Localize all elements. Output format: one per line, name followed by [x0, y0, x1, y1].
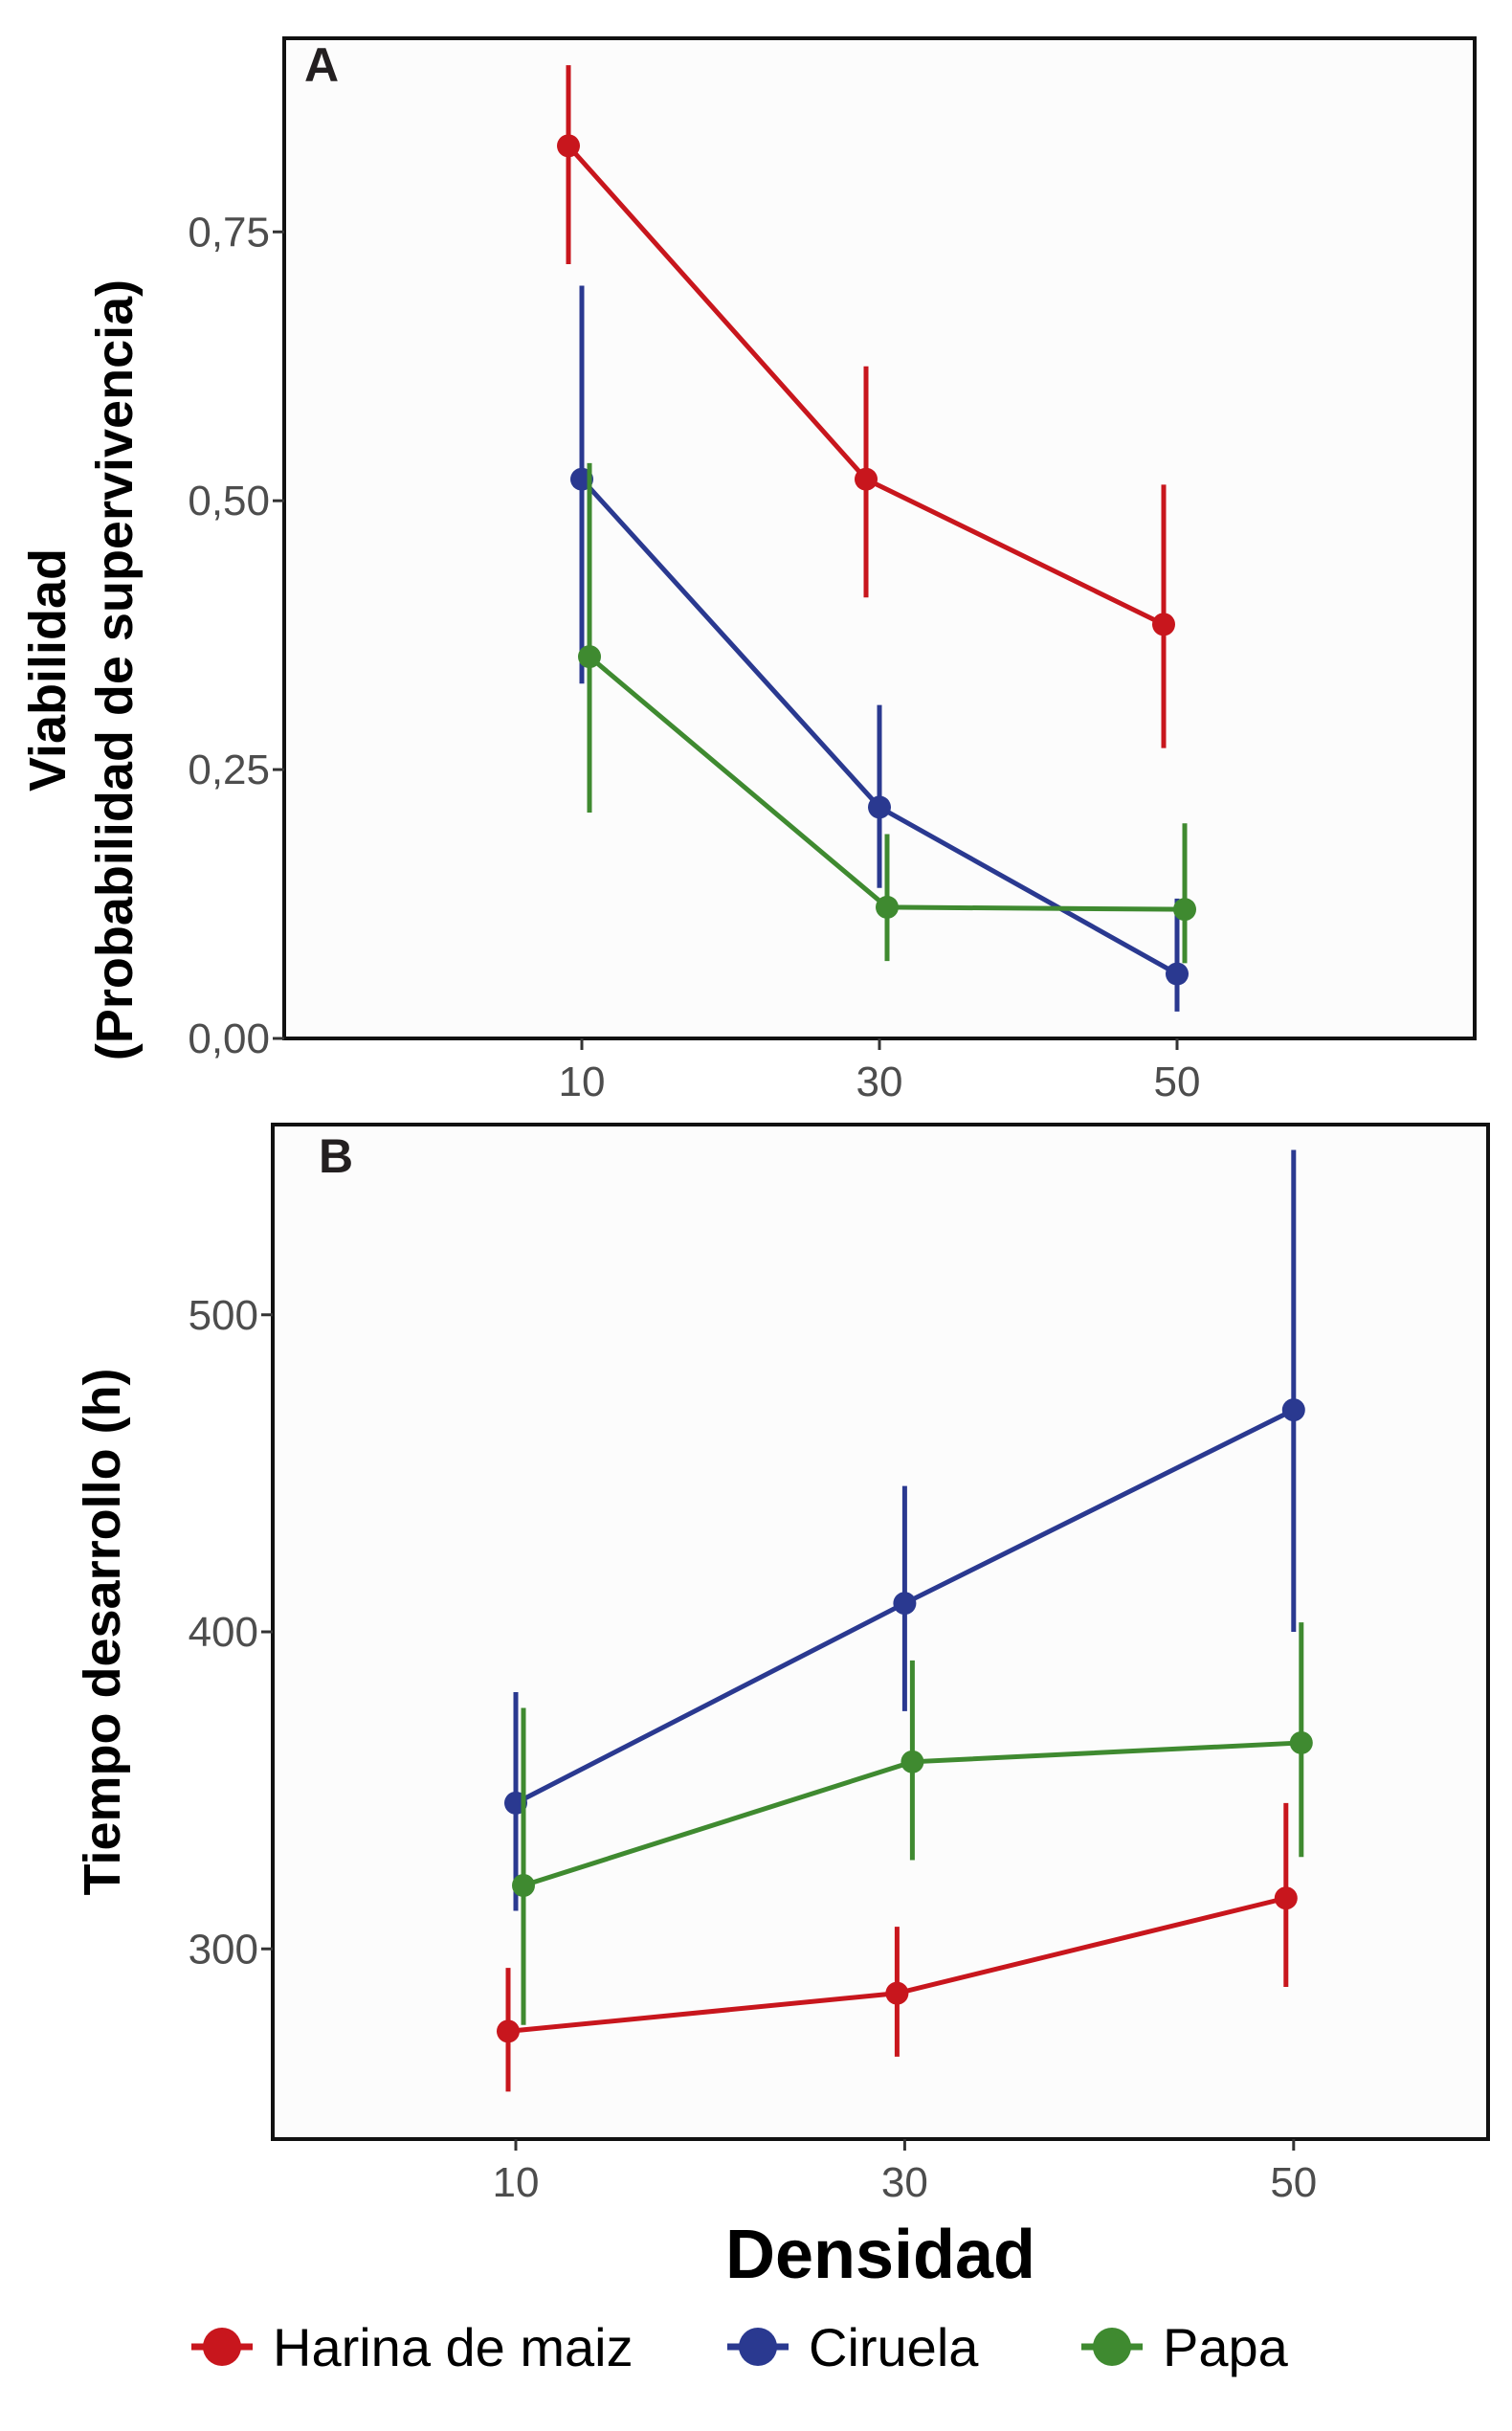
x-tick-label: 50: [1154, 1059, 1201, 1105]
legend-label: Harina de maiz: [273, 2317, 634, 2377]
data-point: [578, 645, 601, 669]
legend-item: Harina de maiz: [191, 2317, 634, 2377]
series-ciruela: [570, 285, 1189, 1012]
series-harina-de-maiz: [497, 1802, 1298, 2092]
data-point: [557, 134, 580, 158]
data-point: [1152, 613, 1175, 636]
y-tick-label: 0,25: [188, 747, 270, 793]
data-point: [893, 1592, 917, 1616]
panel-b-ylabel: Tiempo desarrollo (h): [74, 1368, 131, 1895]
panel-b-series: [497, 1149, 1313, 2092]
y-tick-label: 500: [189, 1292, 258, 1339]
data-point: [855, 467, 878, 491]
panel-a-ylabel-line1: Viabilidad: [19, 548, 77, 792]
panel-b-y-axis: 300 400 500: [189, 1292, 273, 1973]
legend: Harina de maiz Ciruela Papa: [191, 2317, 1289, 2377]
legend-marker: [203, 2328, 241, 2366]
x-axis-title: Densidad: [725, 2217, 1035, 2293]
x-tick-label: 30: [856, 1059, 903, 1105]
legend-label: Ciruela: [809, 2317, 979, 2377]
x-tick-label: 10: [559, 1059, 606, 1105]
data-point: [1173, 898, 1196, 922]
data-point: [876, 895, 899, 919]
panel-a-series: [557, 65, 1196, 1012]
panel-b-label: B: [319, 1129, 353, 1183]
series-harina-de-maiz: [557, 65, 1175, 748]
x-tick-label: 10: [493, 2159, 540, 2206]
data-point: [885, 1981, 909, 2005]
series-ciruela: [504, 1149, 1305, 1911]
legend-item: Papa: [1081, 2317, 1289, 2377]
legend-label: Papa: [1163, 2317, 1289, 2377]
y-tick-label: 0,75: [188, 209, 270, 256]
x-tick-label: 50: [1270, 2159, 1317, 2206]
panel-a-y-axis: 0,00 0,25 0,50 0,75: [188, 209, 284, 1062]
chart-panel-b: B 300 400 500 10 30 50 Tiempo desarrollo (h): [74, 1123, 1490, 2206]
data-point: [1274, 1886, 1298, 1910]
panel-a-ylabel-line2: (Probabilidad de supervivencia): [86, 279, 144, 1060]
panel-a-x-axis: 10 30 50: [559, 1038, 1201, 1105]
panel-b-plot-background: [273, 1125, 1488, 2139]
series-papa: [578, 462, 1196, 964]
data-point: [497, 2019, 520, 2043]
panel-a-plot-background: [284, 38, 1475, 1038]
chart-panel-a: A 0,00 0,25 0,50 0,75 10 30 50 Viabilidad (Pr…: [19, 36, 1477, 1105]
data-point: [1281, 1398, 1305, 1422]
panel-a-label: A: [304, 38, 339, 92]
legend-marker: [1093, 2328, 1131, 2366]
y-tick-label: 0,00: [188, 1015, 270, 1062]
data-point: [1166, 962, 1189, 986]
legend-marker: [739, 2328, 777, 2366]
panel-b-x-axis: 10 30 50: [493, 2139, 1317, 2206]
y-tick-label: 300: [189, 1926, 258, 1973]
data-point: [868, 795, 891, 819]
legend-item: Ciruela: [727, 2317, 979, 2377]
data-point: [1289, 1730, 1313, 1754]
y-tick-label: 400: [189, 1609, 258, 1656]
data-point: [901, 1750, 924, 1773]
data-point: [512, 1874, 535, 1897]
y-tick-label: 0,50: [188, 478, 270, 524]
x-tick-label: 30: [881, 2159, 928, 2206]
series-papa: [512, 1622, 1313, 2025]
